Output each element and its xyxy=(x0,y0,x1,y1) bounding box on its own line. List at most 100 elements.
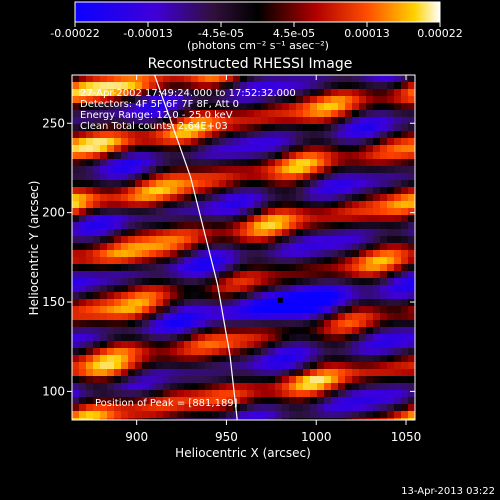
heatmap-cell xyxy=(331,236,339,244)
heatmap-cell xyxy=(345,159,353,167)
heatmap-cell xyxy=(212,292,220,300)
heatmap-cell xyxy=(114,264,122,272)
heatmap-cell xyxy=(79,390,87,398)
heatmap-cell xyxy=(338,299,346,307)
heatmap-cell xyxy=(219,110,227,118)
heatmap-cell xyxy=(401,117,409,125)
heatmap-cell xyxy=(142,404,150,412)
heatmap-cell xyxy=(149,418,157,420)
heatmap-cell xyxy=(184,278,192,286)
heatmap-cell xyxy=(142,285,150,293)
heatmap-cell xyxy=(226,215,234,223)
heatmap-cell xyxy=(149,362,157,370)
heatmap-cell xyxy=(387,313,395,321)
heatmap-cell xyxy=(303,236,311,244)
heatmap-cell xyxy=(303,257,311,265)
heatmap-cell xyxy=(401,180,409,188)
heatmap-cell xyxy=(359,201,367,209)
heatmap-cell xyxy=(149,222,157,230)
heatmap-cell xyxy=(93,306,101,314)
heatmap-cell xyxy=(121,152,129,160)
heatmap-cell xyxy=(324,89,332,97)
heatmap-cell xyxy=(317,292,325,300)
heatmap-cell xyxy=(107,355,115,363)
heatmap-cell xyxy=(345,257,353,265)
heatmap-cell xyxy=(107,250,115,258)
heatmap-cell xyxy=(86,397,94,405)
heatmap-cell xyxy=(254,131,262,139)
heatmap-cell xyxy=(163,362,171,370)
y-tick-label: 250 xyxy=(42,116,65,130)
heatmap-cell xyxy=(387,285,395,293)
heatmap-cell xyxy=(149,236,157,244)
heatmap-cell xyxy=(121,341,129,349)
heatmap-cell xyxy=(191,243,199,251)
heatmap-cell xyxy=(128,397,136,405)
heatmap-cell xyxy=(317,362,325,370)
heatmap-cell xyxy=(338,138,346,146)
heatmap-cell xyxy=(282,194,290,202)
heatmap-cell xyxy=(268,390,276,398)
heatmap-cell xyxy=(212,348,220,356)
heatmap-cell xyxy=(212,369,220,377)
heatmap-cell xyxy=(373,341,381,349)
heatmap-cell xyxy=(408,236,415,244)
heatmap-cell xyxy=(128,89,136,97)
x-tick-label: 900 xyxy=(125,430,148,444)
heatmap-cell xyxy=(240,138,248,146)
heatmap-cell xyxy=(233,341,241,349)
heatmap-cell xyxy=(366,187,374,195)
heatmap-cell xyxy=(121,250,129,258)
heatmap-cell xyxy=(93,362,101,370)
heatmap-cell xyxy=(387,75,395,83)
heatmap-cell xyxy=(142,236,150,244)
heatmap-cell xyxy=(317,411,325,419)
heatmap-cell xyxy=(359,271,367,279)
heatmap-cell xyxy=(240,166,248,174)
heatmap-cell xyxy=(261,96,269,104)
heatmap-cell xyxy=(170,131,178,139)
heatmap-cell xyxy=(177,306,185,314)
heatmap-cell xyxy=(86,117,94,125)
heatmap-cell xyxy=(247,194,255,202)
heatmap-cell xyxy=(373,159,381,167)
heatmap-cell xyxy=(289,278,297,286)
heatmap-cell xyxy=(387,173,395,181)
heatmap-cell xyxy=(394,187,402,195)
heatmap-cell xyxy=(184,110,192,118)
heatmap-cell xyxy=(107,397,115,405)
heatmap-cell xyxy=(317,313,325,321)
heatmap-cell xyxy=(142,250,150,258)
heatmap-cell xyxy=(135,166,143,174)
heatmap-cell xyxy=(163,418,171,420)
heatmap-cell xyxy=(149,187,157,195)
heatmap-cell xyxy=(345,418,353,420)
heatmap-cell xyxy=(401,222,409,230)
heatmap-cell xyxy=(352,264,360,272)
heatmap-cell xyxy=(212,187,220,195)
heatmap-cell xyxy=(359,82,367,90)
heatmap-cell xyxy=(366,82,374,90)
heatmap-cell xyxy=(163,222,171,230)
heatmap-cell xyxy=(317,271,325,279)
heatmap-cell xyxy=(303,376,311,384)
heatmap-cell xyxy=(303,306,311,314)
heatmap-cell xyxy=(149,376,157,384)
heatmap-cell xyxy=(156,320,164,328)
heatmap-cell xyxy=(219,138,227,146)
heatmap-cell xyxy=(184,299,192,307)
heatmap-cell xyxy=(331,299,339,307)
heatmap-cell xyxy=(72,75,80,83)
heatmap-cell xyxy=(352,397,360,405)
heatmap-cell xyxy=(345,383,353,391)
heatmap-cell xyxy=(79,173,87,181)
heatmap-cell xyxy=(121,369,129,377)
heatmap-cell xyxy=(240,383,248,391)
heatmap-cell xyxy=(324,194,332,202)
heatmap-cell xyxy=(296,103,304,111)
heatmap-cell xyxy=(184,103,192,111)
heatmap-cell xyxy=(198,117,206,125)
heatmap-cell xyxy=(331,75,339,83)
heatmap-cell xyxy=(310,376,318,384)
heatmap-cell xyxy=(247,418,255,420)
